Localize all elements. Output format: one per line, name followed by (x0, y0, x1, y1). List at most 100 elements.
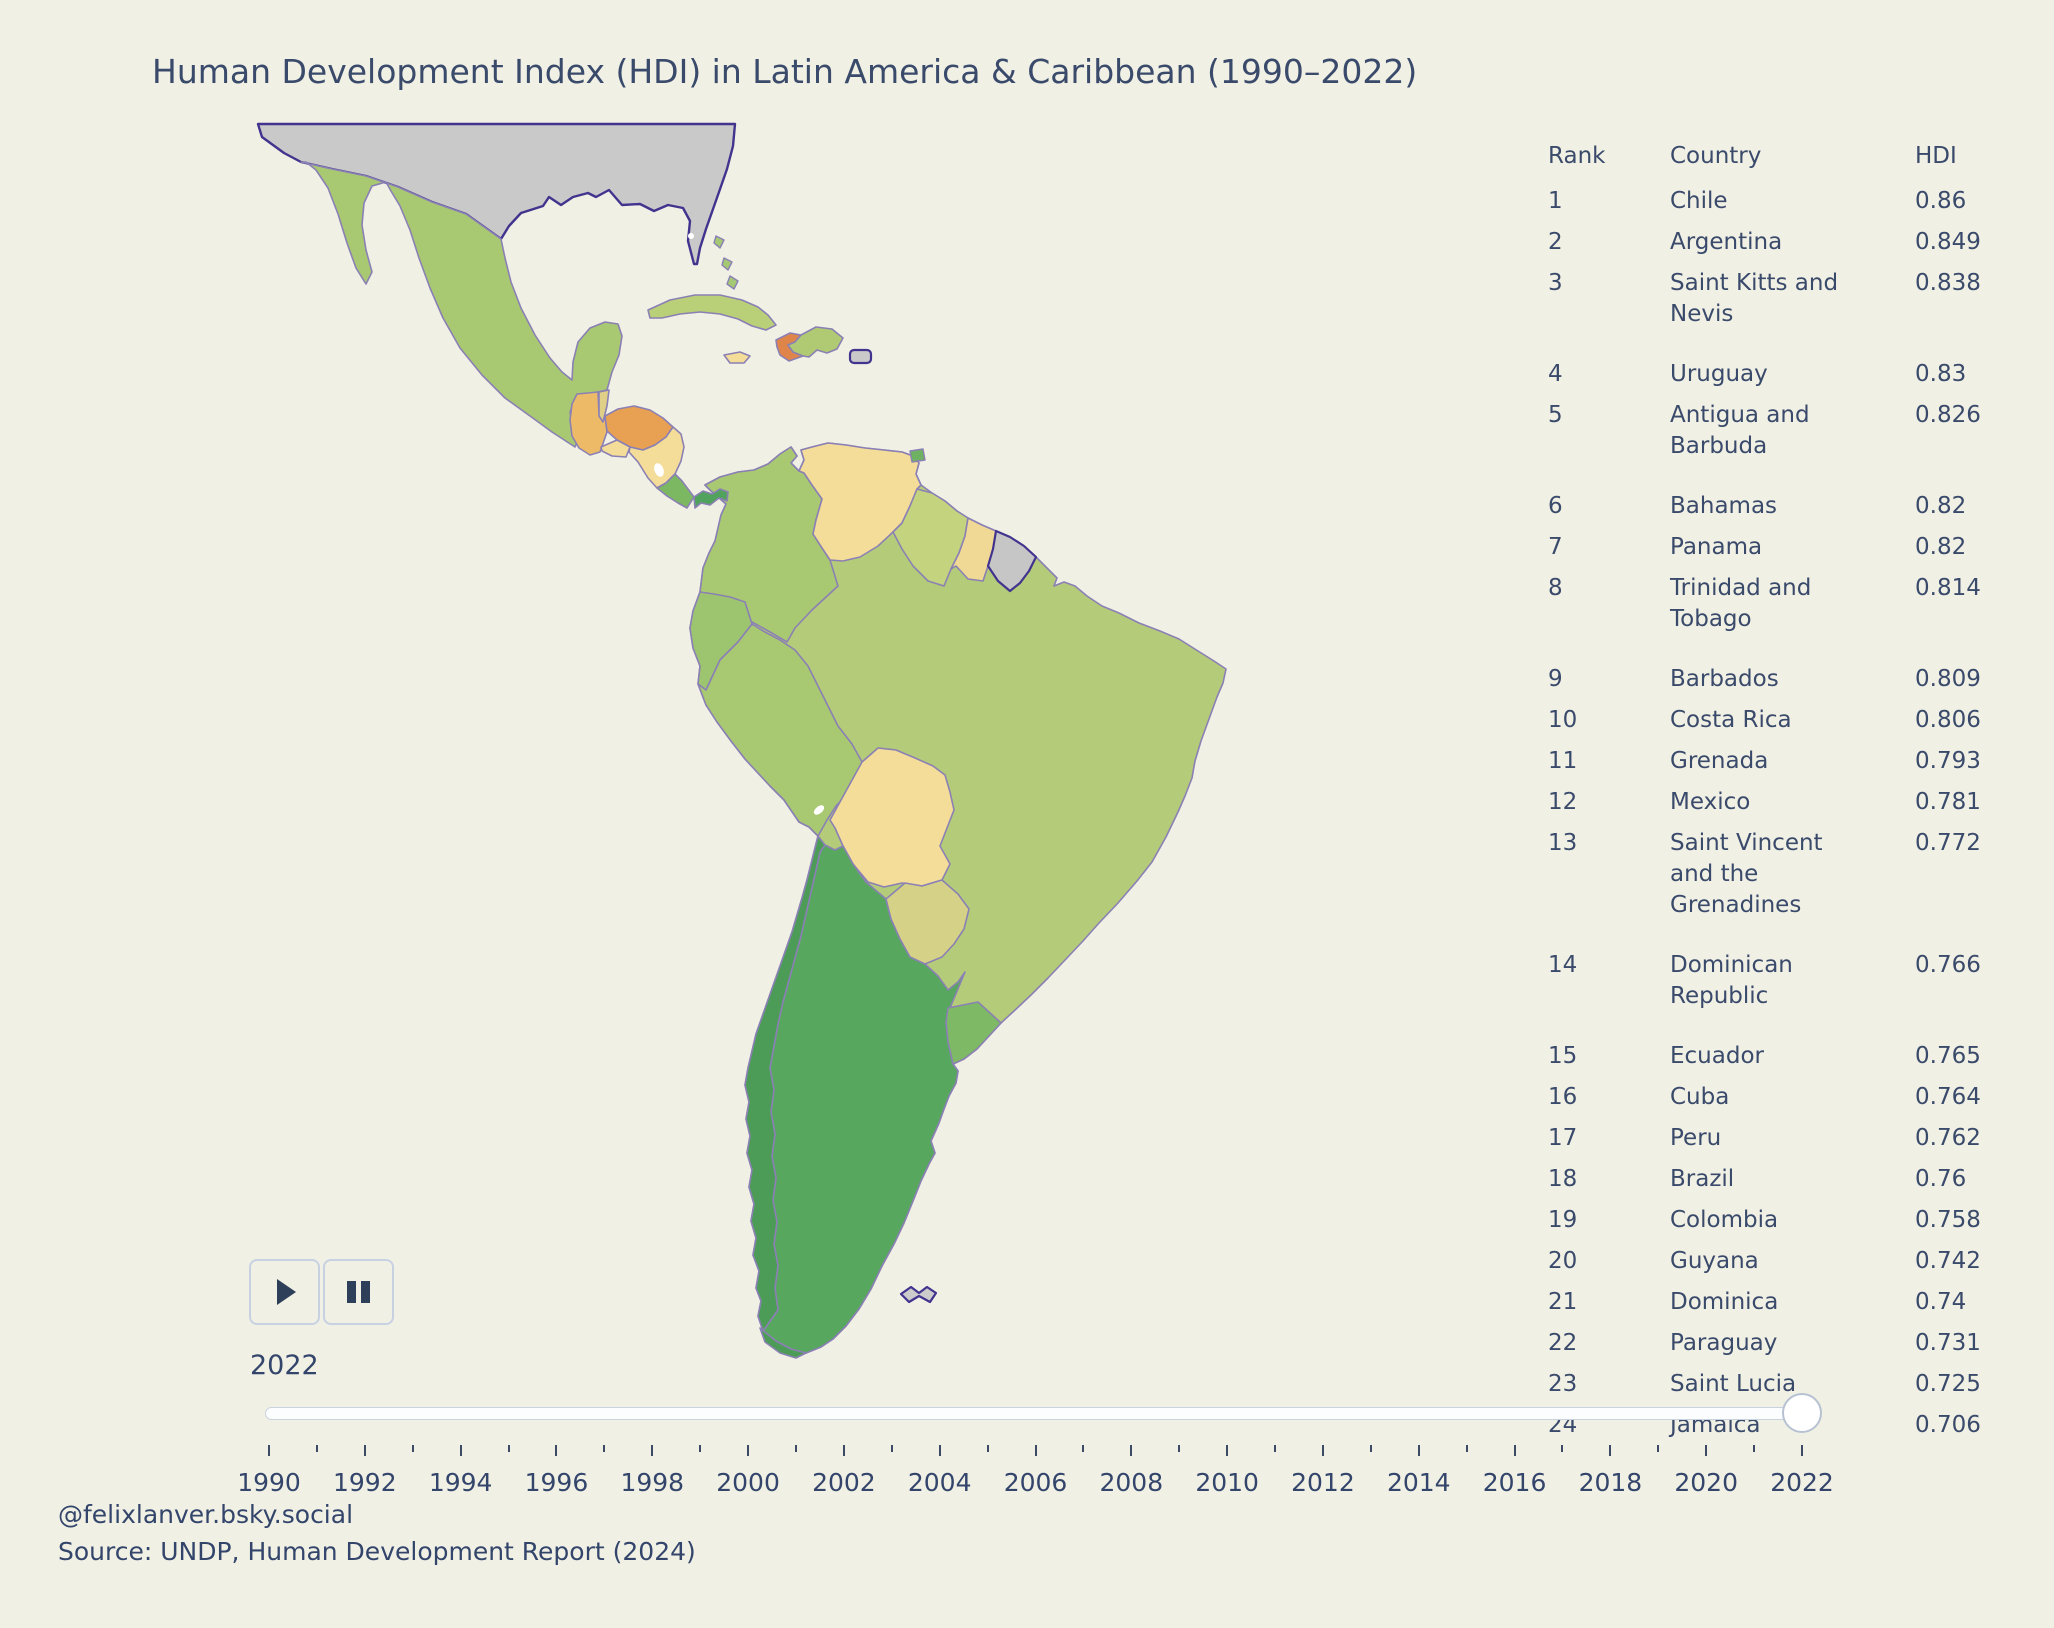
row-rank: 14 (1548, 952, 1578, 978)
ranking-table: Rank Country HDI 1 Chile 0.86 2 Argentina 0.8… (1548, 141, 2048, 1451)
axis-tick (411, 1445, 414, 1452)
play-icon (277, 1279, 296, 1305)
axis-tick (747, 1445, 750, 1456)
lake-titicaca (813, 805, 825, 815)
row-country: Barbados (1670, 666, 1779, 692)
country-nicaragua[interactable] (628, 426, 685, 489)
axis-tick (363, 1445, 366, 1456)
row-hdi: 0.826 (1915, 402, 1981, 428)
attribution-handle: @felixlanver.bsky.social (58, 1500, 354, 1529)
row-rank: 20 (1548, 1248, 1578, 1274)
axis-tick (938, 1445, 941, 1456)
row-hdi: 0.725 (1915, 1371, 1981, 1397)
table-row: 6 Bahamas 0.82 (1548, 491, 2048, 522)
row-country: Panama (1670, 534, 1763, 560)
country-suriname[interactable] (950, 517, 997, 582)
row-country: Guyana (1670, 1248, 1759, 1274)
table-row: 16 Cuba 0.764 (1548, 1082, 2048, 1113)
row-country: Bahamas (1670, 493, 1778, 519)
country-el-salvador[interactable] (600, 439, 631, 458)
current-year-label: 2022 (250, 1350, 319, 1381)
axis-tick (1034, 1445, 1037, 1456)
year-slider-handle[interactable] (1782, 1393, 1822, 1433)
country-dominican-republic[interactable] (787, 326, 844, 358)
header-country: Country (1670, 143, 1762, 169)
country-panama[interactable] (693, 488, 729, 509)
row-rank: 21 (1548, 1289, 1578, 1315)
axis-tick-label: 1998 (620, 1468, 685, 1497)
row-rank: 7 (1548, 534, 1563, 560)
row-rank: 18 (1548, 1166, 1578, 1192)
country-guyana[interactable] (892, 488, 969, 587)
axis-tick (1130, 1445, 1133, 1456)
axis-tick (1705, 1445, 1708, 1456)
axis-tick-label: 2008 (1099, 1468, 1164, 1497)
row-rank: 12 (1548, 789, 1578, 815)
country-uruguay[interactable] (945, 1001, 1002, 1065)
axis-tick-label: 2004 (907, 1468, 972, 1497)
row-country: Peru (1670, 1125, 1722, 1151)
row-hdi: 0.809 (1915, 666, 1981, 692)
row-hdi: 0.765 (1915, 1043, 1981, 1069)
axis-tick (1369, 1445, 1372, 1452)
row-hdi: 0.849 (1915, 229, 1981, 255)
row-country: Mexico (1670, 789, 1751, 815)
table-row: 21 Dominica 0.74 (1548, 1287, 2048, 1318)
country-colombia[interactable] (699, 446, 839, 643)
axis-tick-label: 2022 (1770, 1468, 1834, 1497)
axis-tick-label: 1992 (333, 1468, 397, 1497)
pause-button[interactable] (323, 1259, 394, 1325)
axis-tick (699, 1445, 702, 1452)
axis-tick-label: 2012 (1291, 1468, 1355, 1497)
country-chile[interactable] (744, 835, 826, 1332)
country-bahamas[interactable] (713, 235, 739, 290)
row-rank: 1 (1548, 188, 1563, 214)
lake-nicaragua (654, 463, 664, 477)
axis-tick (794, 1445, 797, 1452)
attribution-source: Source: UNDP, Human Development Report (… (58, 1537, 696, 1566)
row-hdi: 0.758 (1915, 1207, 1981, 1233)
year-slider-track[interactable] (265, 1407, 1802, 1420)
axis-tick-label: 2010 (1195, 1468, 1259, 1497)
row-hdi: 0.793 (1915, 748, 1981, 774)
row-country: Brazil (1670, 1166, 1735, 1192)
table-row: 17 Peru 0.762 (1548, 1123, 2048, 1154)
lake-okeechobee (688, 233, 694, 239)
table-row: 18 Brazil 0.76 (1548, 1164, 2048, 1195)
play-button[interactable] (249, 1259, 320, 1325)
row-rank: 23 (1548, 1371, 1578, 1397)
axis-tick (1657, 1445, 1660, 1452)
ranking-table-body: 1 Chile 0.86 2 Argentina 0.849 3 Saint Kitts an… (1548, 186, 2048, 1441)
axis-tick (1178, 1445, 1181, 1452)
row-rank: 2 (1548, 229, 1563, 255)
table-row: 12 Mexico 0.781 (1548, 787, 2048, 818)
country-belize[interactable] (598, 389, 610, 423)
row-hdi: 0.76 (1915, 1166, 1967, 1192)
row-rank: 11 (1548, 748, 1578, 774)
country-paraguay[interactable] (885, 879, 970, 965)
table-row: 20 Guyana 0.742 (1548, 1246, 2048, 1277)
row-country: Saint Kitts and Nevis (1670, 270, 1839, 327)
row-rank: 5 (1548, 402, 1563, 428)
country-costa-rica[interactable] (656, 473, 695, 509)
row-rank: 13 (1548, 830, 1578, 856)
row-country: Antigua and Barbuda (1670, 402, 1810, 459)
row-rank: 15 (1548, 1043, 1578, 1069)
axis-tick (315, 1445, 318, 1452)
row-rank: 4 (1548, 361, 1563, 387)
axis-tick (1753, 1445, 1756, 1452)
country-chile-tierra-del-fuego[interactable] (759, 1327, 807, 1359)
axis-tick (1609, 1445, 1612, 1456)
row-hdi: 0.772 (1915, 830, 1981, 856)
ranking-table-header: Rank Country HDI (1548, 141, 2048, 172)
axis-tick-label: 2018 (1578, 1468, 1643, 1497)
axis-tick (603, 1445, 606, 1452)
table-row: 2 Argentina 0.849 (1548, 227, 2048, 258)
country-trinidad-and-tobago[interactable] (909, 448, 926, 463)
country-cuba[interactable] (647, 294, 777, 331)
row-country: Ecuador (1670, 1043, 1764, 1069)
country-jamaica[interactable] (723, 351, 751, 364)
header-hdi: HDI (1915, 143, 1957, 169)
axis-tick (1561, 1445, 1564, 1452)
